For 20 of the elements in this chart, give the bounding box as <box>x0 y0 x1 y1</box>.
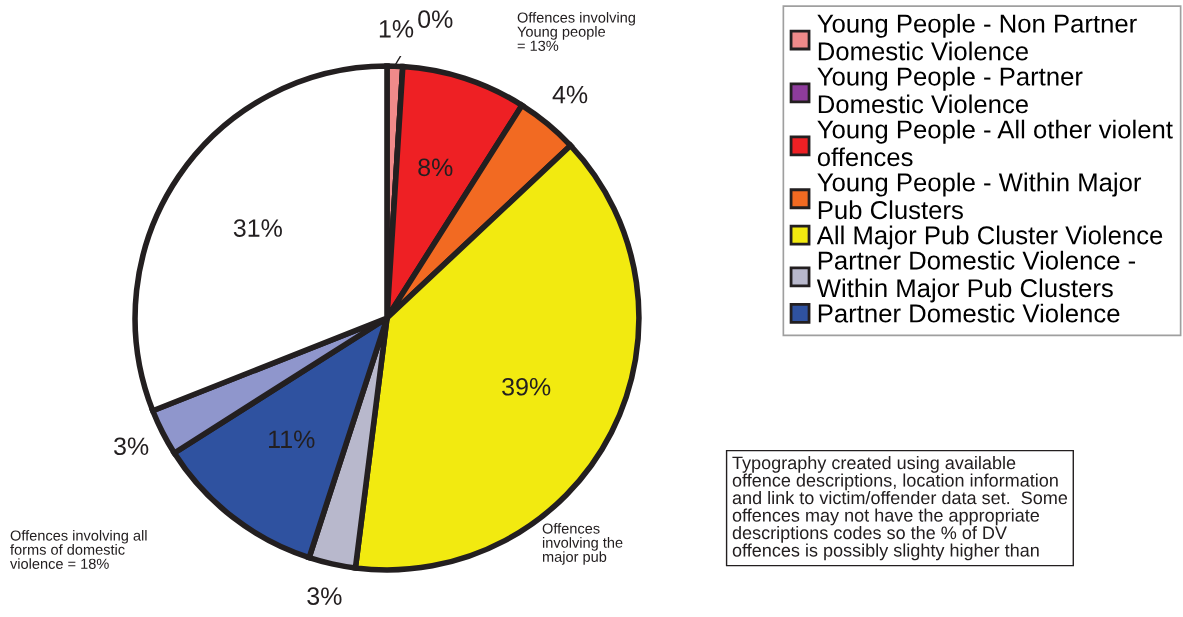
text: Offences involving all forms of domestic violence = 18% <box>10 530 147 569</box>
text: Typography created using available offence descriptions, location information and link to victim/offender data set. Some offences may not have the appropriate descriptions codes so the % of DV offences is possibly slighty higher than <box>732 456 1068 561</box>
legend-label: Young People - Within Major Pub Clusters <box>817 172 1142 220</box>
legend-label: All Major Pub Cluster Violence <box>816 225 1163 250</box>
text: Offences involving the major pub <box>542 523 623 565</box>
text: Offences involving Young people = 13% <box>517 12 635 51</box>
data-label: 8% <box>418 158 453 177</box>
data-label: 3% <box>307 587 342 605</box>
legend-label: Partner Domestic Violence <box>818 303 1120 323</box>
legend-label: Young People - Non Partner Domestic Violence <box>817 13 1137 61</box>
data-label: 11% <box>269 430 315 449</box>
text: 0% <box>418 10 453 29</box>
legend-label: Young People - All other violent offences <box>817 119 1173 167</box>
data-label: 31% <box>233 219 282 237</box>
data-label: 39% <box>502 377 551 396</box>
data-label: 1% <box>379 20 414 38</box>
legend-label: Partner Domestic Violence - Within Major Pub Clusters <box>816 250 1136 303</box>
legend-label: Young People - Partner Domestic Violence <box>817 66 1083 114</box>
data-label: 4% <box>552 85 588 104</box>
data-label: 3% <box>114 437 149 456</box>
